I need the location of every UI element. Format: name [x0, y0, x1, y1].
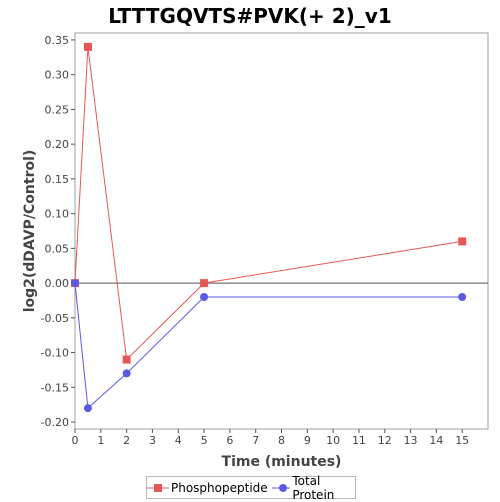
x-tick-label: 13 — [404, 434, 418, 447]
x-tick-label: 2 — [123, 434, 130, 447]
data-point-total-protein — [71, 279, 79, 288]
legend: Phosphopeptide Total Protein — [146, 473, 356, 502]
data-point-total-protein — [122, 369, 131, 378]
legend-label-total-protein: Total Protein — [292, 473, 335, 502]
data-point-phosphopeptide — [122, 355, 131, 364]
y-tick-label: -0.20 — [41, 416, 69, 429]
y-tick-label: -0.10 — [41, 347, 69, 360]
x-tick-label: 7 — [252, 434, 259, 447]
x-tick-label: 6 — [226, 434, 233, 447]
total-protein-legend-icon — [271, 483, 291, 492]
x-tick-label: 10 — [326, 434, 340, 447]
x-tick-label: 5 — [201, 434, 208, 447]
x-tick-label: 0 — [72, 434, 79, 447]
data-point-phosphopeptide — [200, 279, 209, 288]
y-tick-label: 0.25 — [45, 103, 70, 116]
y-tick-label: 0.15 — [45, 173, 70, 186]
chart-title: LTTTGQVTS#PVK(+ 2)_v1 — [108, 4, 392, 28]
x-tick-label: 9 — [304, 434, 311, 447]
y-tick-label: 0.05 — [45, 242, 70, 255]
y-tick-label: 0.10 — [45, 208, 70, 221]
x-tick-label: 15 — [455, 434, 469, 447]
legend-item-total-protein: Total Protein — [271, 473, 355, 502]
data-point-total-protein — [458, 293, 467, 301]
y-tick-label: 0.00 — [45, 277, 70, 290]
phosphopeptide-legend-icon — [147, 483, 169, 492]
x-tick-label: 4 — [175, 434, 182, 447]
legend-label-phosphopeptide: Phosphopeptide — [171, 480, 268, 495]
y-axis-title: log2(dDAVP/Control) — [22, 150, 38, 313]
data-point-total-protein — [83, 404, 92, 413]
legend-item-phosphopeptide: Phosphopeptide — [147, 481, 268, 495]
x-tick-label: 1 — [97, 434, 104, 447]
x-tick-label: 11 — [352, 434, 366, 447]
x-axis-title: Time (minutes) — [222, 454, 342, 470]
x-tick-label: 14 — [429, 434, 443, 447]
y-tick-label: 0.35 — [45, 34, 70, 47]
x-tick-label: 3 — [149, 434, 156, 447]
data-point-phosphopeptide — [458, 237, 467, 246]
y-tick-label: 0.30 — [45, 69, 70, 82]
plot-frame — [74, 32, 489, 430]
y-tick-label: -0.15 — [41, 381, 69, 394]
data-point-phosphopeptide — [83, 42, 92, 51]
data-point-total-protein — [200, 293, 209, 301]
y-tick-label: 0.20 — [45, 138, 70, 151]
x-tick-label: 8 — [278, 434, 285, 447]
y-tick-label: -0.05 — [41, 312, 69, 325]
x-tick-label: 12 — [378, 434, 392, 447]
